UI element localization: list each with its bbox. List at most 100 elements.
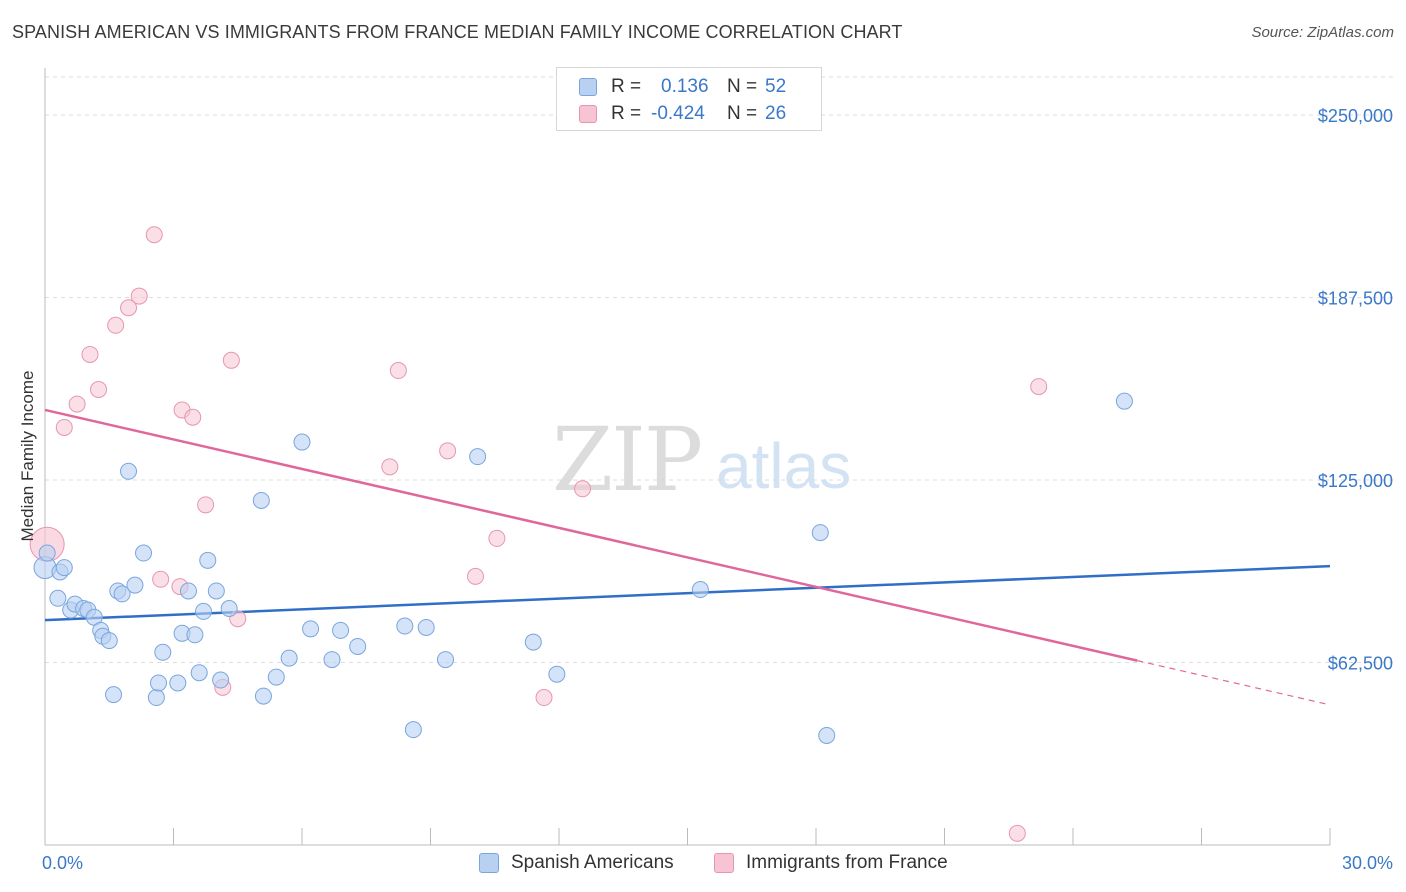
trendlines: [44, 408, 1331, 706]
point-spanish-americans: [190, 664, 208, 682]
point-immigrants-france: [90, 381, 108, 399]
point-spanish-americans: [1115, 392, 1133, 410]
point-spanish-americans: [323, 651, 341, 669]
axes: [44, 68, 1331, 846]
point-spanish-americans: [55, 559, 73, 577]
point-spanish-americans: [113, 585, 131, 603]
point-spanish-americans: [469, 448, 487, 466]
point-spanish-americans: [147, 689, 165, 707]
legend-n-value: 26: [765, 103, 787, 124]
point-spanish-americans: [38, 544, 56, 562]
point-immigrants-france: [535, 689, 553, 707]
legend-row-spanish: R = 0.136 N = 52: [579, 75, 786, 99]
point-spanish-americans: [818, 727, 836, 745]
legend-n-label: N =: [727, 76, 758, 97]
point-immigrants-france: [488, 529, 506, 547]
y-tick-label: $250,000: [1318, 106, 1393, 126]
grid-lines: [45, 76, 1395, 664]
point-spanish-americans: [100, 632, 118, 650]
legend-swatch-blue: [479, 853, 499, 873]
y-tick-label: $62,500: [1328, 654, 1393, 674]
legend-item-spanish-americans[interactable]: Spanish Americans: [479, 852, 674, 874]
point-immigrants-france: [68, 395, 86, 413]
legend-item-immigrants-france[interactable]: Immigrants from France: [714, 852, 948, 874]
legend-swatch-pink: [714, 853, 734, 873]
legend-r-label: R =: [611, 76, 642, 97]
point-immigrants-france: [574, 480, 592, 498]
point-spanish-americans: [212, 671, 230, 689]
point-immigrants-france: [1030, 378, 1048, 396]
legend-r-value: 0.136: [661, 76, 709, 97]
x-tick-label: 0.0%: [42, 853, 83, 873]
point-immigrants-france: [152, 570, 170, 588]
x-tick-label: 30.0%: [1342, 853, 1393, 873]
series-legend: Spanish Americans Immigrants from France: [0, 852, 1406, 878]
watermark: ZIP atlas: [552, 408, 851, 511]
point-spanish-americans: [220, 599, 238, 617]
point-spanish-americans: [267, 668, 285, 686]
point-spanish-americans: [169, 674, 187, 692]
point-spanish-americans: [280, 649, 298, 667]
legend-label-immigrants-france: Immigrants from France: [746, 852, 948, 873]
legend-r-value: -0.424: [651, 103, 705, 124]
legend-row-france: R = -0.424 N = 26: [579, 102, 786, 126]
point-immigrants-france: [466, 567, 484, 585]
point-immigrants-france: [197, 496, 215, 514]
point-spanish-americans: [254, 687, 272, 705]
point-spanish-americans: [207, 582, 225, 600]
trendline-spanish-americans: [44, 564, 1331, 622]
watermark-zip: ZIP: [552, 408, 701, 511]
point-spanish-americans: [150, 674, 168, 692]
point-spanish-americans: [548, 665, 566, 683]
chart-title: SPANISH AMERICAN VS IMMIGRANTS FROM FRAN…: [12, 22, 903, 42]
point-spanish-americans: [302, 620, 320, 638]
point-spanish-americans: [349, 637, 367, 655]
point-immigrants-france: [145, 226, 163, 244]
point-immigrants-france: [222, 351, 240, 369]
point-spanish-americans: [186, 626, 204, 644]
point-spanish-americans: [691, 581, 709, 599]
point-immigrants-france: [120, 299, 138, 317]
x-tick-labels: 0.0% 30.0%: [42, 853, 1393, 873]
legend-n-value: 52: [765, 76, 787, 97]
point-spanish-americans: [126, 576, 144, 594]
point-immigrants-france: [1008, 824, 1026, 842]
point-immigrants-france: [55, 418, 73, 436]
source-label: Source: ZipAtlas.com: [1251, 24, 1394, 41]
point-immigrants-france: [389, 362, 407, 380]
watermark-atlas: atlas: [716, 430, 851, 502]
data-points: [29, 226, 1133, 842]
point-immigrants-france: [81, 345, 99, 363]
legend-r-label: R =: [611, 103, 642, 124]
legend-swatch-blue: [579, 78, 597, 96]
point-spanish-americans: [194, 602, 212, 620]
point-spanish-americans: [524, 633, 542, 651]
point-immigrants-france: [381, 458, 399, 476]
point-immigrants-france: [107, 316, 125, 334]
y-tick-label: $187,500: [1318, 289, 1393, 309]
point-spanish-americans: [105, 686, 123, 704]
trendline-immigrants-france: [44, 408, 1138, 662]
y-tick-labels: $62,500 $125,000 $187,500 $250,000: [1318, 106, 1393, 673]
point-spanish-americans: [49, 589, 67, 607]
legend-label-spanish-americans: Spanish Americans: [511, 852, 674, 873]
point-spanish-americans: [199, 551, 217, 569]
correlation-legend: R = 0.136 N = 52 R = -0.424 N = 26: [556, 67, 822, 131]
point-immigrants-france: [439, 442, 457, 460]
point-immigrants-france: [130, 287, 148, 305]
legend-swatch-pink: [579, 105, 597, 123]
y-tick-label: $125,000: [1318, 471, 1393, 491]
point-immigrants-france: [184, 408, 202, 426]
point-spanish-americans: [252, 491, 270, 509]
point-spanish-americans: [417, 618, 435, 636]
trendline-immigrants-france-projection: [1137, 660, 1331, 706]
point-spanish-americans: [179, 582, 197, 600]
point-spanish-americans: [396, 617, 414, 635]
point-spanish-americans: [293, 433, 311, 451]
legend-n-label: N =: [727, 103, 758, 124]
point-spanish-americans: [135, 544, 153, 562]
point-spanish-americans: [404, 721, 422, 739]
point-spanish-americans: [120, 462, 138, 480]
point-spanish-americans: [332, 621, 350, 639]
